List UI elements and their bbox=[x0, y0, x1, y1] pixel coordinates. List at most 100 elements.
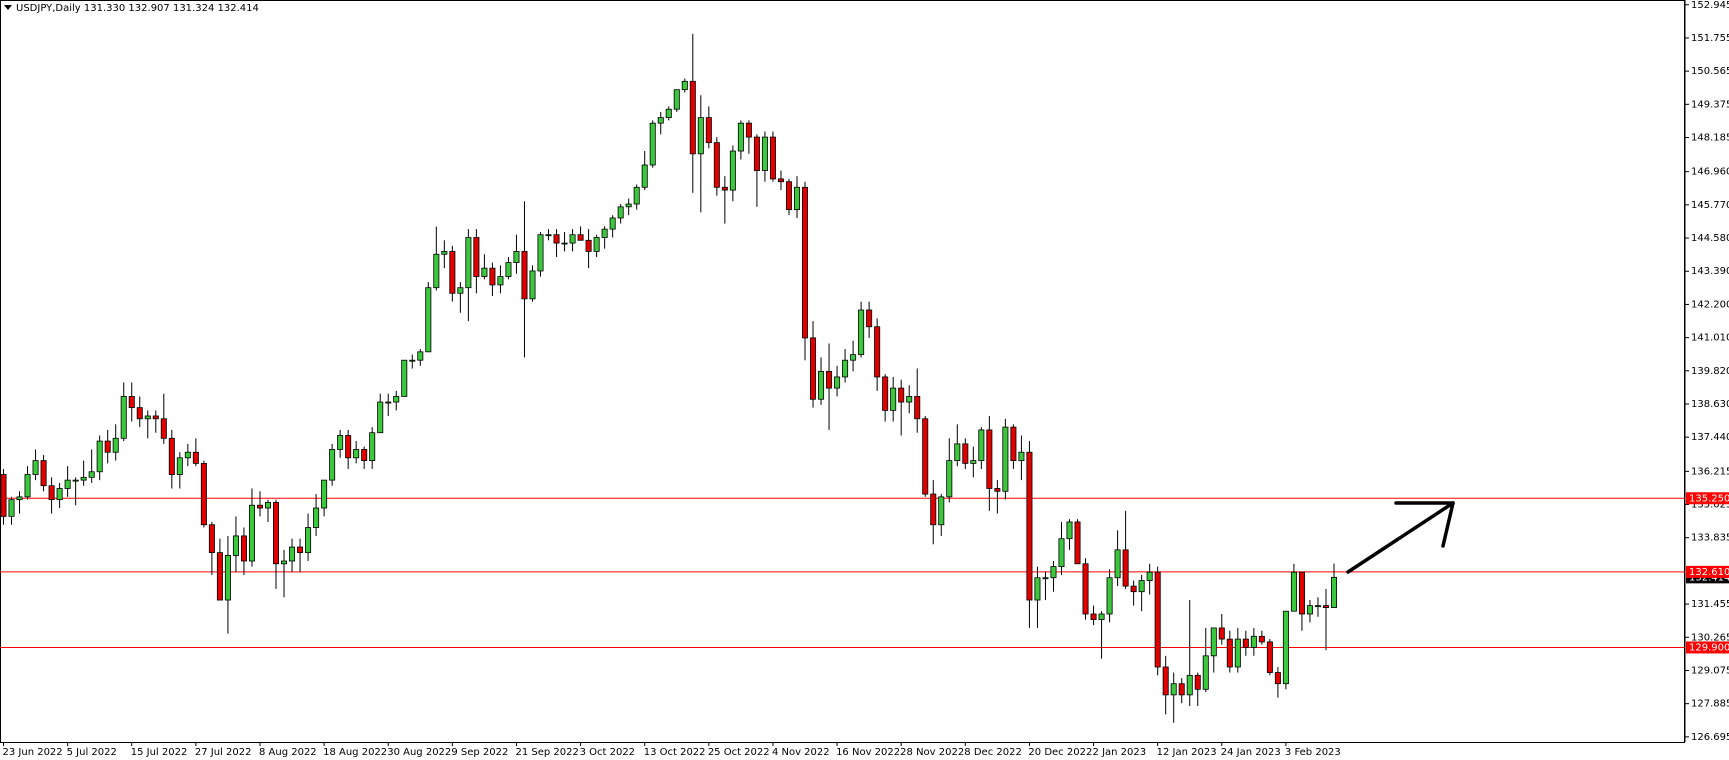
candle-body-up bbox=[1050, 566, 1057, 579]
arrow-head bbox=[1441, 501, 1455, 548]
candle-body-up bbox=[617, 206, 624, 219]
x-tick-label: 23 Jun 2022 bbox=[3, 747, 63, 758]
candle-body-up bbox=[529, 270, 536, 300]
candle-body-up bbox=[16, 496, 23, 501]
candle-body-up bbox=[649, 122, 656, 166]
candle-body-down bbox=[40, 460, 47, 487]
y-tick-label: 150.565 bbox=[1691, 66, 1729, 77]
candle-body-up bbox=[938, 496, 945, 526]
candle-body-down bbox=[745, 122, 752, 138]
y-tick-label: 133.835 bbox=[1691, 533, 1729, 544]
candle-body-up bbox=[88, 471, 95, 478]
y-tick-label: 137.440 bbox=[1691, 432, 1729, 443]
candle-body-up bbox=[433, 253, 440, 289]
candle-body-up bbox=[337, 435, 344, 450]
candle-body-up bbox=[1002, 426, 1009, 492]
candle-body-down bbox=[785, 181, 792, 211]
candle-body-up bbox=[8, 499, 15, 517]
candle-body-up bbox=[665, 108, 672, 118]
candle-body-up bbox=[96, 440, 103, 473]
candle-body-up bbox=[393, 396, 400, 403]
candle-body-up bbox=[232, 535, 239, 556]
y-tick-label: 141.010 bbox=[1691, 333, 1729, 344]
candle-body-up bbox=[112, 437, 119, 453]
candle-body-down bbox=[577, 234, 584, 241]
x-tick-label: 12 Jan 2023 bbox=[1157, 747, 1217, 758]
x-tick-label: 18 Aug 2022 bbox=[323, 747, 387, 758]
x-tick-label: 3 Feb 2023 bbox=[1285, 747, 1341, 758]
level-box-label: 135.250 bbox=[1689, 493, 1729, 504]
candle-body-up bbox=[248, 504, 255, 562]
candle-body-down bbox=[136, 407, 143, 420]
candle-body-up bbox=[625, 203, 632, 208]
candle-body-up bbox=[633, 186, 640, 205]
candle-body-down bbox=[1194, 674, 1201, 690]
candle-body-down bbox=[1322, 605, 1329, 608]
candle-body-up bbox=[441, 251, 448, 255]
candle-body-down bbox=[1226, 638, 1233, 668]
candle-body-down bbox=[705, 117, 712, 144]
candle-body-up bbox=[1138, 580, 1145, 593]
candle-body-up bbox=[834, 376, 841, 389]
candle-body-up bbox=[497, 276, 504, 286]
candle-body-down bbox=[922, 418, 929, 495]
candle-body-up bbox=[329, 449, 336, 481]
candle-body-up bbox=[417, 351, 424, 361]
candle-body-down bbox=[553, 234, 560, 244]
x-tick-label: 2 Jan 2023 bbox=[1093, 747, 1147, 758]
candle-body-up bbox=[1331, 576, 1338, 608]
candle-body-down bbox=[777, 178, 784, 183]
candle-body-down bbox=[753, 136, 760, 171]
menu-triangle bbox=[4, 5, 12, 10]
candle-body-up bbox=[184, 451, 191, 459]
candle-body-down bbox=[361, 449, 368, 462]
candle-body-up bbox=[569, 234, 576, 244]
candle-body-down bbox=[160, 418, 167, 439]
x-tick-label: 5 Jul 2022 bbox=[67, 747, 117, 758]
candle-body-up bbox=[385, 401, 392, 404]
candle-body-down bbox=[200, 462, 207, 526]
candle-body-down bbox=[1090, 613, 1097, 620]
candle-body-down bbox=[0, 474, 7, 517]
candle-body-up bbox=[56, 488, 63, 501]
y-tick-label: 126.695 bbox=[1691, 732, 1729, 743]
candle-body-down bbox=[1274, 672, 1281, 685]
y-tick-label: 139.820 bbox=[1691, 366, 1729, 377]
candle-body-down bbox=[489, 267, 496, 286]
candle-body-down bbox=[1178, 683, 1185, 696]
candle-body-down bbox=[689, 80, 696, 155]
candle-body-up bbox=[946, 460, 953, 498]
y-tick-label: 135.025 bbox=[1691, 500, 1729, 511]
candle-body-down bbox=[1026, 451, 1033, 601]
candle-body-up bbox=[120, 396, 127, 439]
x-tick-label: 21 Sep 2022 bbox=[515, 747, 578, 758]
candle-body-up bbox=[1034, 577, 1041, 601]
candle-body-up bbox=[1098, 613, 1105, 620]
candle-body-up bbox=[601, 228, 608, 238]
candle-body-down bbox=[986, 429, 993, 489]
candle-body-down bbox=[1242, 638, 1249, 648]
y-tick-label: 148.185 bbox=[1691, 133, 1729, 144]
x-tick-label: 27 Jul 2022 bbox=[195, 747, 252, 758]
candle-body-up bbox=[465, 237, 472, 289]
candle-body-up bbox=[72, 479, 79, 482]
candle-body-up bbox=[289, 546, 296, 562]
y-tick-label: 145.770 bbox=[1691, 200, 1729, 211]
candle-body-down bbox=[962, 443, 969, 464]
y-tick-label: 131.455 bbox=[1691, 599, 1729, 610]
candle-body-down bbox=[1074, 521, 1081, 565]
x-tick-label: 16 Nov 2022 bbox=[836, 747, 900, 758]
candle-body-up bbox=[1250, 635, 1257, 648]
candle-body-down bbox=[1298, 571, 1305, 615]
candle-body-down bbox=[874, 326, 881, 378]
x-tick-label: 4 Nov 2022 bbox=[772, 747, 830, 758]
candle-body-up bbox=[481, 267, 488, 277]
y-tick-label: 129.075 bbox=[1691, 665, 1729, 676]
candle-body-down bbox=[810, 337, 817, 400]
candle-body-up bbox=[793, 186, 800, 211]
candle-body-down bbox=[713, 142, 720, 188]
candle-body-down bbox=[345, 435, 352, 459]
candle-body-up bbox=[1306, 605, 1313, 615]
level-box-label: 132.610 bbox=[1689, 567, 1729, 578]
